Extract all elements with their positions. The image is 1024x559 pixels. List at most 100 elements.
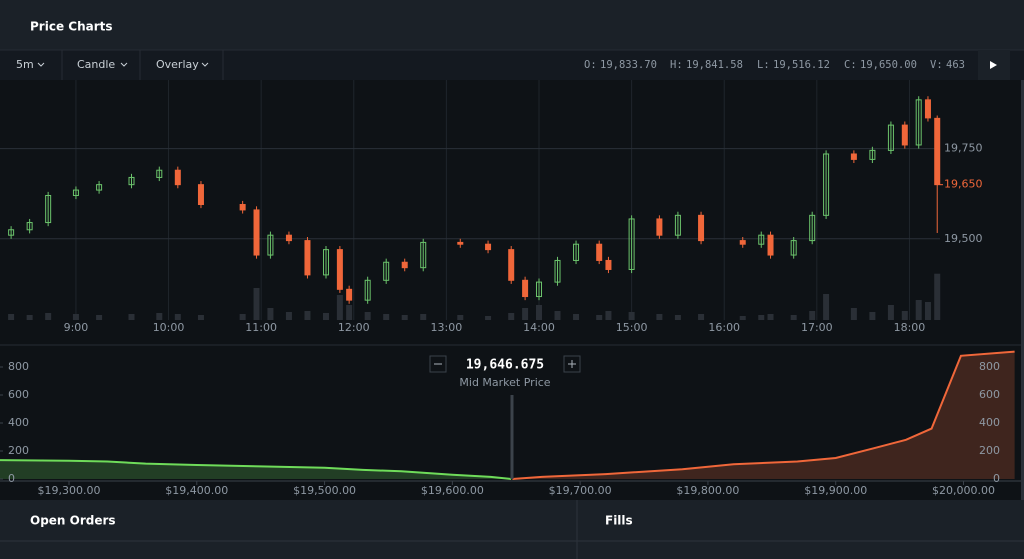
x-tick-label: $20,000.00	[932, 484, 995, 497]
price-chart: 9:00 10:00 11:00 12:00 13:00 14:00 15:00 16:00 1…	[0, 80, 983, 334]
candle-body	[96, 184, 103, 191]
volume-bar	[739, 316, 746, 320]
candle-body	[420, 241, 427, 269]
candle-body	[823, 153, 830, 216]
chevron	[37, 62, 45, 67]
candle-body	[239, 204, 246, 211]
x-tick-label: $19,700.00	[549, 484, 612, 497]
candle-body	[364, 279, 371, 301]
y-tick-label: 19,500	[944, 232, 983, 245]
fills-title: Fills	[605, 514, 633, 528]
volume-bar	[823, 294, 830, 320]
chart-type-select[interactable]: Candle	[77, 58, 115, 71]
depth-chart: 800 800 600 600 400 400 200 200 0 0 $19,300.00 $19,…	[0, 350, 1021, 497]
candle-body	[522, 279, 529, 298]
volume-bar	[8, 314, 15, 320]
candle-body	[605, 259, 612, 270]
header-bar	[0, 0, 1024, 50]
volume-bar	[239, 314, 246, 320]
candle-body	[128, 176, 135, 186]
ohlc-key: V:	[930, 59, 943, 71]
volume-bar	[758, 315, 765, 320]
candle-body	[485, 243, 492, 251]
zoom-out-button[interactable]	[429, 355, 447, 373]
volume-bar	[457, 315, 464, 320]
x-tick-label: 17:00	[801, 321, 833, 334]
x-tick-label: $19,900.00	[804, 484, 867, 497]
candle-body	[401, 261, 408, 269]
volume-bar	[596, 315, 603, 320]
candle-body	[869, 149, 876, 160]
candle-body	[285, 234, 292, 242]
y-tick-label: 600	[979, 388, 1000, 401]
candle-body	[887, 124, 894, 151]
candle-body	[698, 214, 705, 242]
ohlc-key: L:	[757, 59, 770, 71]
candle-body	[457, 241, 464, 245]
volume-bar	[767, 314, 774, 320]
volume-bar	[346, 305, 353, 320]
candle-body	[8, 229, 15, 236]
y-tick-label: 19,750	[944, 142, 983, 155]
volume-bar	[485, 316, 492, 320]
volume-bar	[535, 305, 542, 320]
x-tick-label: 11:00	[245, 321, 277, 334]
candle-body	[554, 259, 561, 283]
interval-select[interactable]: 5m	[16, 58, 34, 71]
asks-area	[512, 351, 1015, 479]
candle-body	[508, 249, 515, 281]
volume-bar	[790, 315, 797, 320]
y-tick-label: 200	[8, 444, 29, 457]
zoom-in-button[interactable]	[563, 355, 581, 373]
volume-bar	[401, 315, 408, 320]
volume-bar	[698, 314, 705, 320]
candle-body	[628, 218, 635, 270]
bottom-panels	[0, 500, 1024, 559]
candle-body	[767, 234, 774, 256]
candle-body	[336, 249, 343, 290]
chevron	[120, 62, 128, 67]
open-orders-title: Open Orders	[30, 514, 116, 528]
overlay-select[interactable]: Overlay	[156, 58, 199, 71]
volume-bar	[924, 302, 931, 320]
volume-bar	[656, 314, 663, 320]
candle-body	[901, 124, 908, 146]
volume-bar	[554, 311, 561, 320]
candle-body	[656, 218, 663, 236]
x-tick-label: $19,500.00	[293, 484, 356, 497]
volume-bar	[887, 305, 894, 320]
volume-bar	[322, 313, 329, 320]
volume-bar	[364, 312, 371, 320]
candle-body	[809, 214, 816, 242]
volume-bar	[605, 311, 612, 320]
x-tick-label: 12:00	[338, 321, 370, 334]
candle-body	[72, 189, 79, 196]
y-tick-label: 400	[8, 416, 29, 429]
x-tick-label: 15:00	[616, 321, 648, 334]
candle-body	[596, 243, 603, 261]
candle-body	[674, 214, 681, 236]
asks-line	[512, 350, 1015, 480]
ohlc-value: 463	[946, 59, 965, 71]
y-tick-label: 600	[8, 388, 29, 401]
candle-body	[758, 234, 765, 245]
y-tick-label: 0	[993, 472, 1000, 485]
candle-body	[383, 261, 390, 281]
volume-bar	[267, 308, 274, 320]
volume-bar	[336, 295, 343, 320]
candle-body	[850, 153, 857, 160]
play-icon	[990, 61, 997, 69]
panel-title: Price Charts	[30, 20, 113, 34]
ohlc-value: 19,833.70	[600, 59, 657, 71]
y-tick-label: 800	[8, 360, 29, 373]
x-tick-label: $19,300.00	[38, 484, 101, 497]
candle-body	[322, 249, 329, 276]
volume-bar	[573, 314, 580, 320]
volume-bar	[128, 314, 135, 320]
x-tick-label: $19,600.00	[421, 484, 484, 497]
toolbar	[0, 50, 1024, 80]
x-tick-label: $19,400.00	[165, 484, 228, 497]
mid-price-line	[510, 395, 514, 479]
x-tick-label: 9:00	[64, 321, 89, 334]
mid-price-label: Mid Market Price	[459, 376, 550, 389]
